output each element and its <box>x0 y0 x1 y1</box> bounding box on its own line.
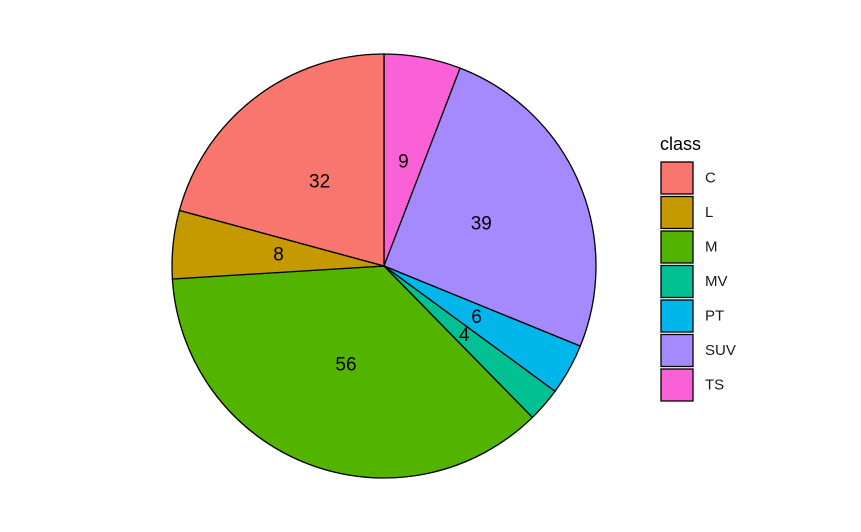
pie-slices <box>171 53 597 479</box>
legend-key-pt <box>660 299 694 333</box>
legend-key-ts <box>660 368 694 402</box>
slice-label-mv: 4 <box>459 325 470 346</box>
legend-key-suv <box>660 333 694 368</box>
slice-label-c: 32 <box>309 171 330 192</box>
legend-label-c: C <box>705 170 716 187</box>
legend-key-c <box>660 161 694 195</box>
slice-labels: 9 39 64 56 8 32 <box>273 151 492 375</box>
legend-key-l <box>660 195 694 230</box>
pie-slice-m <box>171 265 534 479</box>
slice-label-suv: 39 <box>471 213 492 234</box>
legend-label-mv: MV <box>705 273 728 290</box>
legend-key-mv <box>660 264 694 299</box>
legend-title: class <box>660 134 701 154</box>
legend-label-suv: SUV <box>705 342 736 359</box>
legend-label-pt: PT <box>705 308 724 325</box>
legend-label-ts: TS <box>705 377 724 394</box>
legend: class CL M MV PT SUV TS <box>660 134 736 402</box>
legend-label-l: L <box>705 204 713 221</box>
slice-label-ts: 9 <box>398 151 409 172</box>
slice-label-l: 8 <box>273 245 284 266</box>
legend-label-m: M <box>705 239 718 256</box>
pie-slice-c <box>178 53 385 267</box>
slice-label-pt: 6 <box>471 307 482 328</box>
pie-slice-suv <box>383 67 597 347</box>
slice-label-m: 56 <box>335 354 356 375</box>
legend-key-m <box>660 230 694 264</box>
